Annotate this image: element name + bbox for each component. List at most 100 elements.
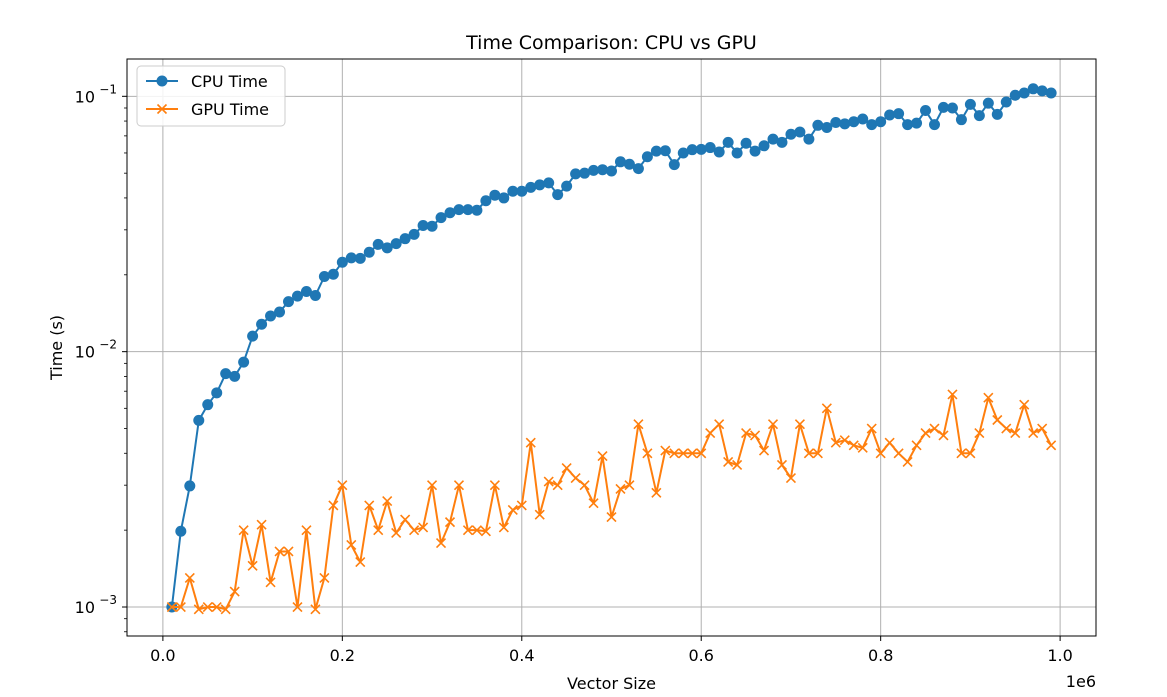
data-point [686, 144, 698, 156]
ticks: 0.0 0.2 0.4 0.6 0.8 1.0 10 −3 10 −2 10 −1 [75, 82, 1073, 665]
data-point [830, 437, 841, 448]
data-point [534, 509, 545, 520]
series-1 [166, 389, 1057, 615]
data-point [623, 158, 635, 170]
legend-marker [156, 103, 168, 115]
data-point [723, 456, 734, 467]
y-tick-exponent: −1 [99, 82, 117, 96]
data-point [220, 604, 231, 615]
data-point [202, 601, 213, 613]
data-point [794, 419, 805, 430]
data-point [1027, 83, 1039, 95]
data-point [992, 414, 1003, 426]
data-point [758, 140, 770, 152]
data-point [354, 252, 366, 264]
data-point [695, 143, 707, 155]
data-point [651, 487, 662, 498]
data-point [982, 97, 994, 109]
data-point [300, 286, 312, 298]
data-point [507, 185, 519, 197]
data-point [561, 180, 573, 192]
data-point [893, 448, 904, 459]
data-point [364, 500, 375, 511]
data-point [812, 119, 824, 131]
data-point [758, 445, 770, 456]
data-point [435, 212, 447, 224]
y-tick-label: 10 [75, 343, 95, 362]
legend-item: CPU Time [146, 72, 268, 91]
data-point [1010, 427, 1021, 439]
data-point [444, 517, 456, 528]
data-point [265, 310, 277, 322]
data-point [687, 448, 698, 459]
data-point [1028, 427, 1039, 439]
data-point [1019, 399, 1030, 410]
series-0 [166, 83, 1057, 613]
data-point [973, 110, 985, 122]
data-point [400, 514, 411, 525]
legend-marker [156, 75, 168, 87]
data-point [256, 519, 267, 530]
data-point [946, 102, 958, 114]
data-point [902, 119, 914, 131]
data-point [309, 289, 321, 301]
data-point [346, 539, 357, 551]
data-point [785, 472, 797, 484]
data-point [418, 522, 429, 533]
data-point [256, 318, 268, 330]
data-point [579, 167, 591, 179]
data-point [830, 116, 842, 128]
data-point [319, 572, 330, 583]
data-point [417, 219, 429, 231]
data-point [355, 556, 366, 568]
data-point [382, 495, 393, 507]
y-tick-base: 10 [75, 598, 95, 617]
y-tick-base: 10 [75, 343, 95, 362]
data-point [507, 504, 518, 515]
data-point [857, 113, 869, 125]
y-tick-exponent: −2 [99, 338, 117, 352]
data-point [202, 399, 214, 411]
data-point [525, 437, 536, 448]
data-point [839, 435, 850, 446]
data-point [543, 177, 555, 189]
y-tick-label: 10 [75, 87, 95, 106]
data-point [274, 546, 285, 557]
data-point [938, 430, 949, 441]
data-point [229, 370, 241, 382]
data-point [588, 498, 599, 509]
data-point [1018, 87, 1030, 99]
data-point [318, 270, 330, 282]
data-point [803, 448, 814, 459]
data-point [866, 423, 877, 434]
data-point [749, 145, 761, 157]
data-point [1045, 87, 1057, 99]
data-point [704, 142, 716, 154]
data-point [713, 146, 725, 158]
data-point [292, 601, 303, 613]
data-point [1000, 96, 1012, 108]
data-point [525, 181, 537, 193]
data-point [669, 448, 680, 459]
data-point [238, 525, 249, 536]
data-point [741, 427, 752, 439]
data-point [534, 179, 546, 191]
data-point [291, 290, 303, 302]
data-point [345, 252, 357, 264]
data-point [848, 440, 859, 451]
data-point [857, 442, 868, 453]
data-point [552, 480, 563, 491]
data-point [642, 448, 653, 459]
data-point [220, 368, 232, 380]
data-point [337, 480, 348, 491]
data-point [444, 207, 456, 219]
data-point [696, 448, 707, 459]
data-point [211, 601, 222, 613]
data-point [1009, 89, 1021, 101]
data-point [516, 185, 528, 197]
data-point [668, 159, 680, 171]
data-point [615, 483, 626, 495]
data-point [175, 601, 186, 613]
x-axis-offset-text: 1e6 [1066, 672, 1096, 691]
data-point [453, 204, 465, 216]
